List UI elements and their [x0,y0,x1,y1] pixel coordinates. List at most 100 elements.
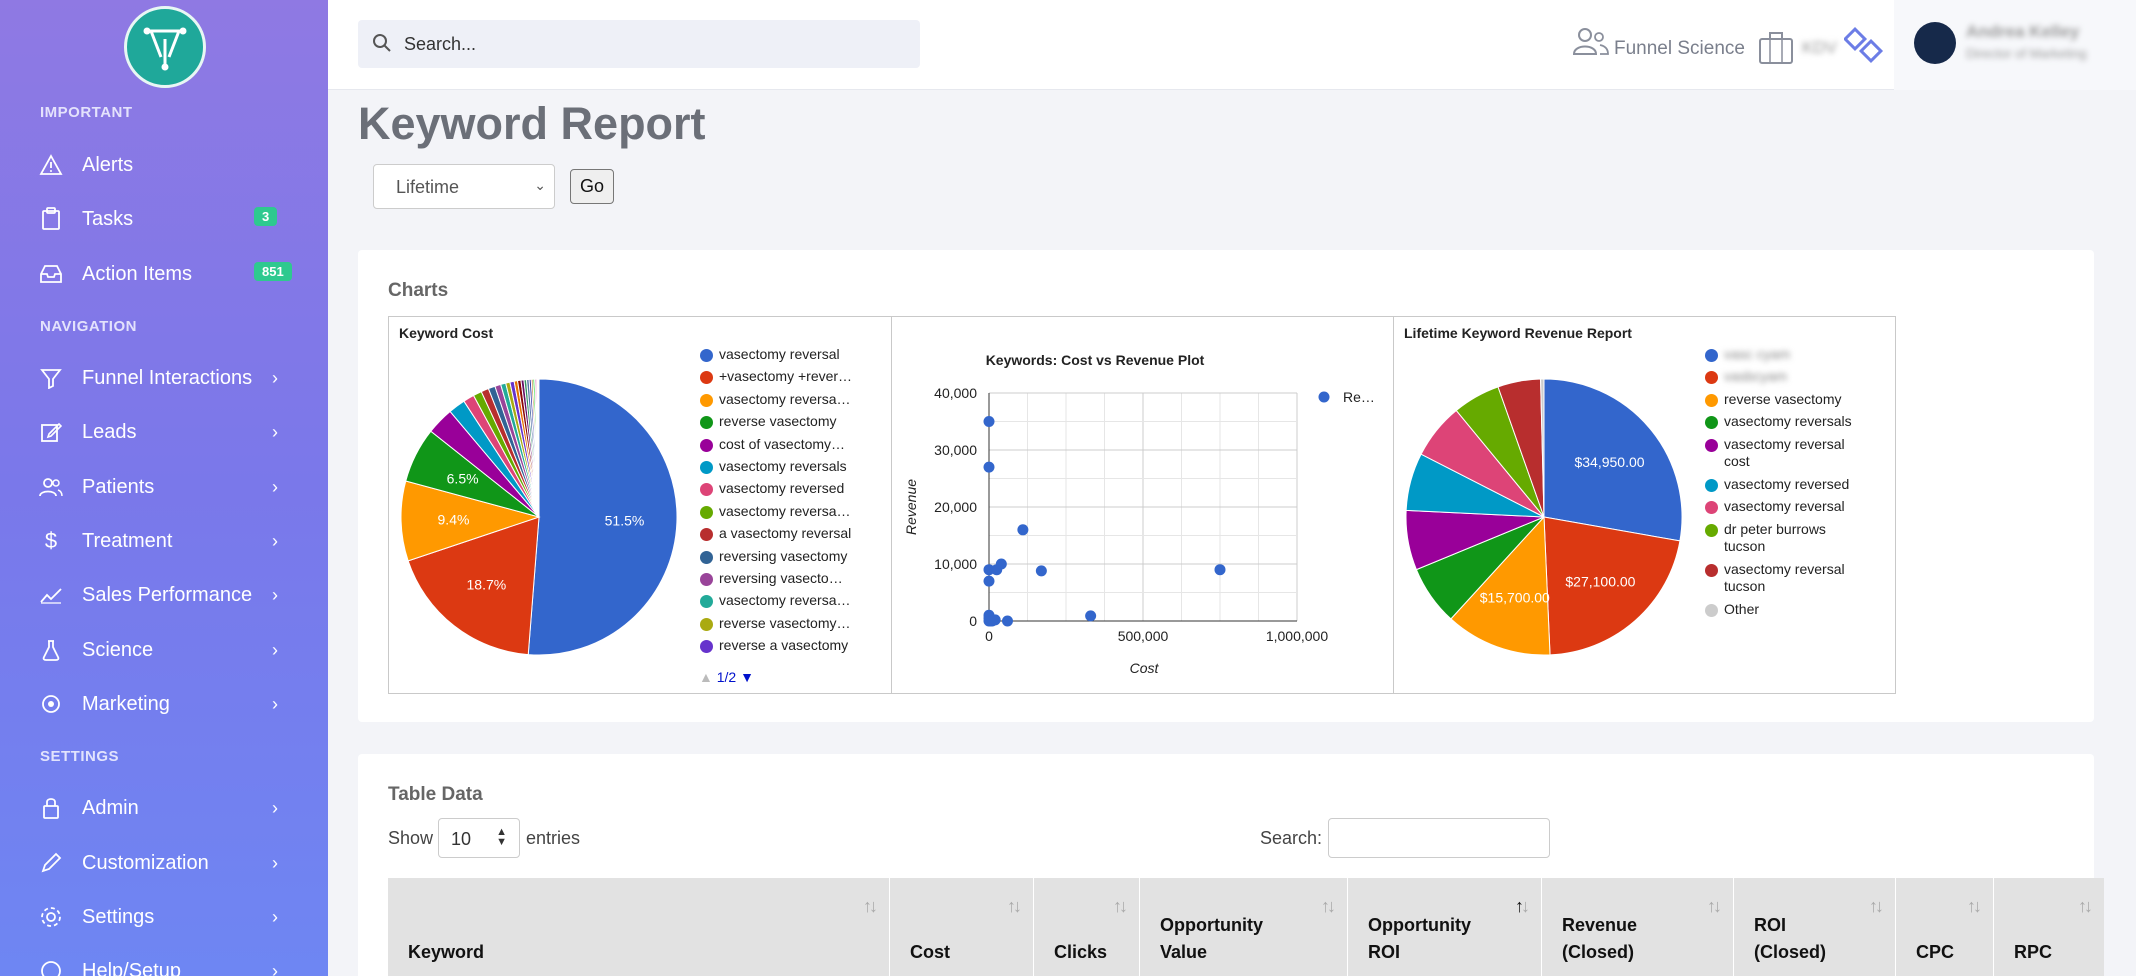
integrations-icon[interactable] [1842,26,1884,71]
flask-icon [38,637,64,663]
legend-swatch [1705,438,1718,452]
legend-label: vasectomy reversals [1724,413,1852,430]
y-axis-label: Revenue [903,479,919,535]
pie-slice[interactable] [400,480,541,562]
legend-label: vasectomy reversa… [719,390,851,407]
sidebar-item-label: Leads [82,420,137,443]
lock-icon [38,795,64,821]
legend-label[interactable]: Re… [1343,389,1375,405]
legend-label: reverse vasectomy… [719,614,851,631]
legend-pager[interactable]: ▲ 1/2 ▼ [699,669,754,685]
search-input[interactable] [404,28,904,60]
sidebar-item-customization[interactable]: Customization › [0,839,328,887]
legend-label: vasectomy reversal cost [1724,435,1845,469]
sidebar-item-label: Settings [82,905,155,928]
column-label: Opportunity Value [1160,915,1263,962]
sidebar-item-leads[interactable]: Leads › [0,408,328,456]
entries-select[interactable]: 10 ▲ ▼ [438,818,520,858]
scatter-point[interactable] [1085,610,1097,622]
legend-prev-icon[interactable]: ▲ [699,669,713,685]
legend-swatch [1705,564,1718,578]
scatter-point[interactable] [983,461,995,473]
sidebar-item-patients[interactable]: Patients › [0,463,328,511]
scatter-point[interactable] [983,416,995,427]
legend-label: a vasectomy reversal [719,525,852,542]
legend-swatch [1705,501,1718,515]
legend-swatch [700,550,713,564]
user-profile[interactable]: Andrea Kelley Director of Marketing [1894,0,2136,90]
column-header-opportunity-roi[interactable]: Opportunity ROI ↑↓ [1348,878,1542,976]
legend-swatch [1705,604,1718,618]
date-range-value: Lifetime [396,177,460,197]
sort-icon: ↑↓ [863,896,878,916]
date-range-select[interactable]: Lifetime ⌄ [373,164,555,209]
sort-icon: ↑↓ [2078,896,2093,916]
inbox-icon [38,261,64,287]
legend-swatch [700,573,713,586]
scatter-point[interactable] [989,614,1001,626]
legend-swatch [700,483,713,497]
section-label-navigation: NAVIGATION [40,318,137,335]
sidebar-item-sales-performance[interactable]: Sales Performance › [0,571,328,619]
search-box[interactable] [358,20,920,68]
sidebar-item-treatment[interactable]: $ Treatment › [0,517,328,565]
scatter-point[interactable] [983,564,995,576]
column-header-cost[interactable]: Cost ↑↓ [890,878,1034,976]
legend-label: vasc cyam [1724,346,1791,362]
scatter-point[interactable] [1001,615,1013,627]
scatter-point[interactable] [1017,524,1029,536]
legend-label: vasbcyam [1724,368,1788,385]
column-header-revenue-closed[interactable]: Revenue (Closed) ↑↓ [1542,878,1734,976]
pie-slice[interactable] [1543,516,1681,656]
legend-swatch [700,505,713,519]
top-bar: Funnel Science KDV Andrea Kelley Directo… [328,0,2136,90]
legend-swatch [700,416,713,430]
pie-slice[interactable] [537,378,540,518]
revenue-report-chart: Lifetime Keyword Revenue Report $34,950.… [1393,316,1896,694]
sidebar-item-label: Treatment [82,529,173,552]
table-card-title: Table Data [388,784,483,805]
scatter-point[interactable] [983,575,995,587]
funnel-logo-icon [143,27,187,71]
go-button[interactable]: Go [570,169,614,204]
scatter-point[interactable] [995,558,1007,570]
app-logo[interactable] [124,6,206,88]
column-label: Revenue (Closed) [1562,915,1638,962]
column-header-roi-closed[interactable]: ROI (Closed) ↑↓ [1734,878,1896,976]
pie-slice[interactable] [407,516,540,656]
sidebar-item-funnel-interactions[interactable]: Funnel Interactions › [0,354,328,402]
sidebar-item-action-items[interactable]: Action Items 851 [0,250,328,298]
chevron-right-icon: › [272,906,278,927]
dollar-icon: $ [44,528,58,553]
entries-label: entries [526,828,581,848]
tasks-count-badge: 3 [254,207,278,226]
column-header-rpc[interactable]: RPC ↑↓ [1994,878,2104,976]
keyword-cost-pie: 51.5% 18.7% 9.4% 6.5% [400,378,678,656]
pie-slice[interactable] [1450,515,1551,656]
sidebar-item-settings[interactable]: Settings › [0,893,328,941]
y-tick-label: 30,000 [934,442,977,458]
sidebar-item-alerts[interactable]: Alerts [0,141,328,189]
sidebar-item-label: Sales Performance [82,583,253,606]
sidebar-item-tasks[interactable]: Tasks 3 [0,195,328,243]
sidebar-item-label: Science [82,638,154,661]
scatter-point[interactable] [1214,564,1226,576]
scatter-point[interactable] [1035,565,1047,577]
column-header-opportunity-value[interactable]: Opportunity Value ↑↓ [1140,878,1348,976]
sidebar-item-help-setup[interactable]: Help/Setup › [0,947,328,976]
legend-label: vasectomy reversa… [719,592,851,609]
column-header-clicks[interactable]: Clicks ↑↓ [1034,878,1140,976]
sidebar-item-marketing[interactable]: Marketing › [0,680,328,728]
column-header-keyword[interactable]: Keyword ↑↓ [388,878,890,976]
pie-slice[interactable] [527,378,678,656]
table-search-input[interactable] [1328,818,1550,858]
sidebar-item-admin[interactable]: Admin › [0,784,328,832]
sidebar-item-label: Marketing [82,692,170,715]
sidebar-item-science[interactable]: Science › [0,626,328,674]
pie-slice[interactable] [1543,378,1683,542]
legend-swatch [1705,478,1718,492]
legend-swatch [700,528,713,542]
legend-next-icon[interactable]: ▼ [740,669,754,685]
pie-slice[interactable] [1540,378,1545,518]
column-header-cpc[interactable]: CPC ↑↓ [1896,878,1994,976]
